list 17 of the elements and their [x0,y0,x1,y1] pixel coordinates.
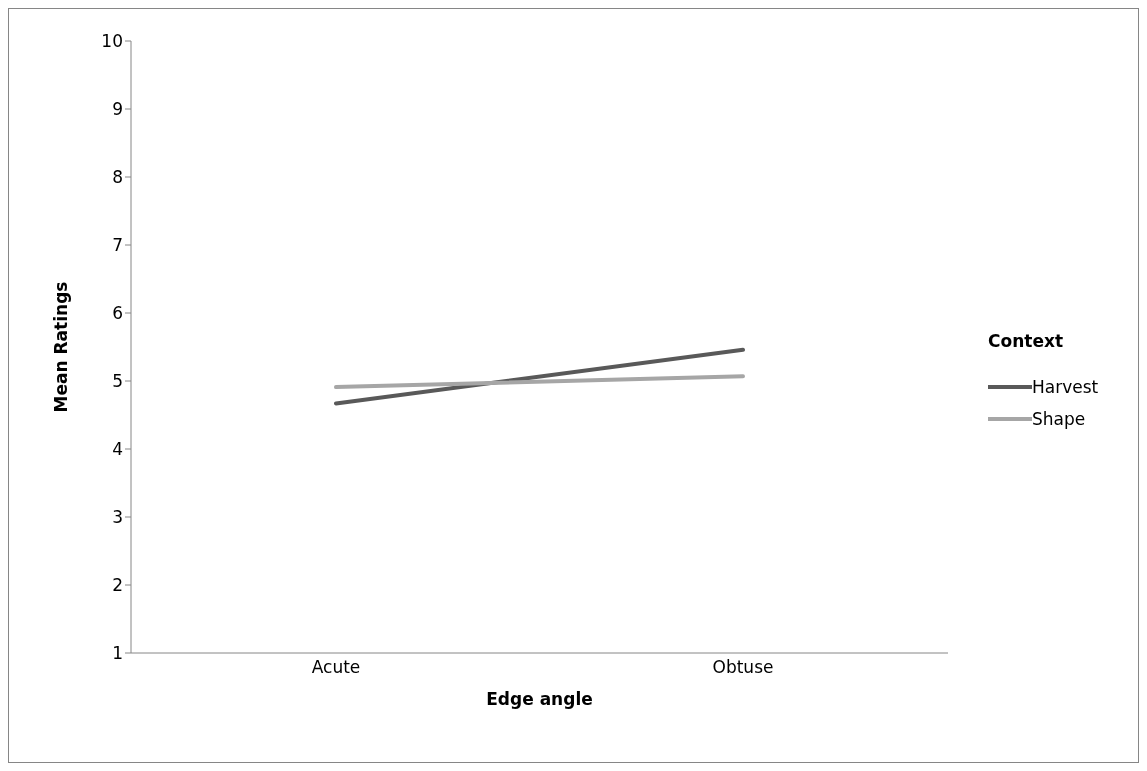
legend-title: Context [988,330,1064,351]
y-tick-label: 9 [112,99,123,120]
x-tick-label: Obtuse [712,657,774,678]
x-axis-title: Edge angle [486,689,593,709]
y-tick-label: 4 [112,439,123,460]
legend-label: Harvest [1032,376,1099,397]
x-tick-label: Acute [311,657,361,678]
y-tick-label: 8 [112,167,123,188]
y-tick-label: 7 [112,235,123,256]
y-tick-label: 10 [101,31,123,52]
y-tick-label: 2 [112,575,123,596]
legend-label: Shape [1032,408,1086,429]
y-tick-label: 3 [112,507,123,528]
y-axis-title: Mean Ratings [51,281,72,413]
y-tick-label: 5 [112,371,123,392]
y-tick-label: 1 [112,643,123,664]
y-tick-label: 6 [112,303,123,324]
